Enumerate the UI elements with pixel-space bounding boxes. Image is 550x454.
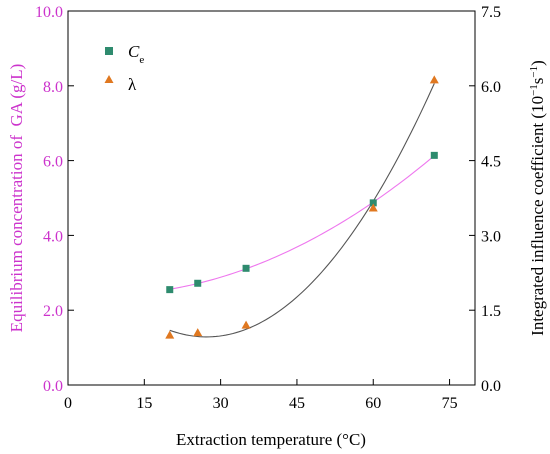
x-axis-ticks: 0 15 30 45 60 75	[64, 379, 458, 412]
data-point-lambda	[241, 320, 251, 329]
right-y-tick-label: 0.0	[481, 378, 501, 395]
data-point-ce	[430, 151, 438, 159]
left-y-axis-label: Equilibrium concentration of GA (g/L)	[7, 64, 26, 333]
data-point-lambda	[165, 330, 175, 339]
right-y-axis-ticks: 0.0 1.5 3.0 4.5 6.0 7.5	[469, 4, 501, 395]
fit-curves	[169, 83, 435, 338]
left-y-tick-label: 0.0	[43, 378, 63, 395]
left-y-tick-label: 10.0	[35, 4, 63, 21]
data-points	[165, 75, 439, 339]
legend-marker-lambda	[104, 75, 114, 83]
x-tick-label: 45	[289, 395, 305, 412]
plot-area	[67, 10, 476, 386]
data-point-ce	[166, 286, 174, 294]
data-point-lambda	[429, 75, 439, 84]
fit-curve-ce	[169, 155, 435, 290]
legend-label-ce-sub: e	[139, 54, 144, 66]
legend-label-lambda: λ	[128, 75, 137, 94]
x-tick-label: 15	[136, 395, 152, 412]
right-y-tick-label: 6.0	[481, 79, 501, 96]
right-y-tick-label: 3.0	[481, 228, 501, 245]
right-y-tick-label: 7.5	[481, 4, 501, 21]
plot-frame	[67, 10, 476, 386]
right-y-tick-label: 4.5	[481, 154, 501, 171]
left-y-tick-label: 8.0	[43, 79, 63, 96]
x-tick-label: 30	[213, 395, 229, 412]
data-point-lambda	[368, 203, 378, 212]
legend-label-ce: Ce	[128, 42, 144, 66]
data-point-ce	[194, 279, 202, 287]
right-y-axis-label: Integrated influence coefficient (10−1s−…	[528, 60, 547, 336]
x-axis-label: Extraction temperature (°C)	[176, 430, 366, 449]
legend-label-ce-main: C	[128, 42, 140, 61]
x-tick-label: 75	[442, 395, 458, 412]
data-point-ce	[242, 264, 250, 272]
left-y-tick-label: 4.0	[43, 228, 63, 245]
legend: Ce λ	[104, 42, 144, 94]
left-y-tick-label: 6.0	[43, 154, 63, 171]
data-point-ce	[369, 199, 377, 207]
right-y-tick-label: 1.5	[481, 303, 501, 320]
legend-marker-ce	[105, 47, 113, 55]
fit-curve-lambda	[169, 83, 435, 338]
left-y-axis-ticks: 0.0 2.0 4.0 6.0 8.0 10.0	[35, 4, 74, 395]
x-tick-label: 0	[64, 395, 72, 412]
left-y-tick-label: 2.0	[43, 303, 63, 320]
data-point-lambda	[193, 328, 203, 337]
x-tick-label: 60	[365, 395, 381, 412]
